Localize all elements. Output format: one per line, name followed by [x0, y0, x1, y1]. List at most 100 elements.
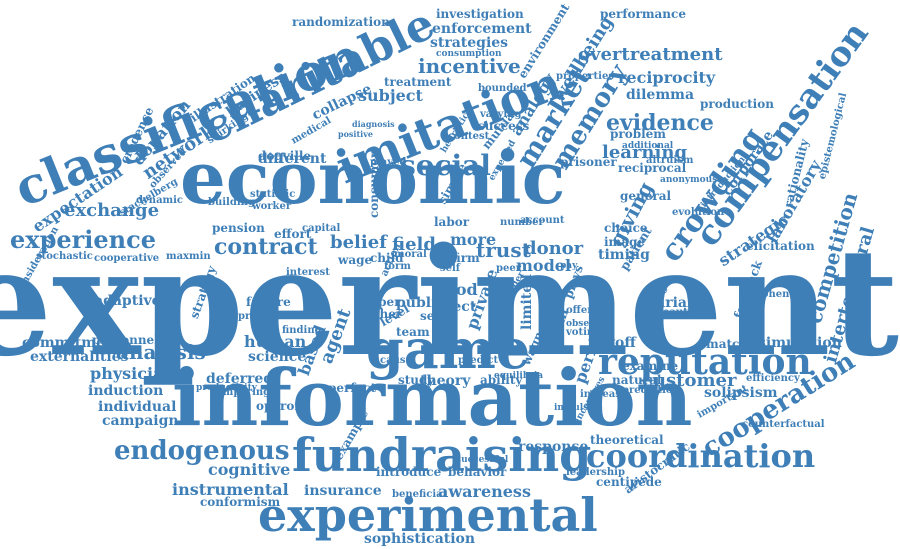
cloud-word: study: [398, 373, 435, 387]
cloud-word: efficiency: [746, 373, 800, 384]
cloud-word: peer: [496, 263, 521, 274]
cloud-word: coordination: [586, 437, 816, 475]
cloud-word: paper: [362, 295, 401, 309]
cloud-word: comparing: [210, 387, 271, 398]
cloud-word: natural: [612, 373, 662, 387]
cloud-word: moral: [394, 249, 427, 260]
cloud-word: dynamic: [136, 195, 184, 206]
cloud-word: theory: [420, 373, 471, 389]
cloud-word: choice: [604, 221, 648, 235]
cloud-word: observe: [566, 319, 605, 329]
cloud-word: statistic: [250, 189, 296, 200]
cloud-word: game: [366, 317, 531, 381]
cloud-word: firm: [452, 251, 480, 265]
cloud-word: varying: [480, 109, 522, 120]
cloud-word: enforcement: [432, 21, 532, 37]
cloud-word: timing: [598, 247, 650, 263]
cloud-word: conformism: [200, 495, 281, 509]
cloud-word: examine: [622, 359, 679, 373]
cloud-word: equilibria: [494, 371, 544, 381]
cloud-word: labor: [434, 215, 470, 229]
cloud-word: investigation: [436, 7, 524, 21]
cloud-word: problem: [610, 127, 666, 141]
cloud-word: performance: [600, 7, 686, 21]
cloud-word: experience: [10, 225, 156, 254]
cloud-word: beneficial: [392, 489, 447, 500]
cloud-word: child: [370, 251, 404, 265]
cloud-word: anonymous: [660, 175, 718, 185]
cloud-word: reputation: [598, 341, 812, 383]
cloud-word: production: [700, 97, 774, 111]
cloud-word: commitment: [22, 335, 122, 351]
cloud-word: different: [258, 151, 327, 167]
cloud-word: matched: [706, 337, 765, 351]
cloud-word: physician: [90, 364, 176, 383]
cloud-word: counterfactual: [742, 419, 825, 430]
cloud-word: voting: [566, 327, 602, 338]
cloud-word: instrumental: [172, 480, 289, 499]
cloud-word: stochastic: [36, 251, 93, 262]
cloud-word: increase: [580, 389, 628, 400]
cloud-word: payoff: [588, 335, 636, 351]
cloud-word: information: [172, 353, 693, 444]
cloud-word: success: [478, 119, 530, 133]
cloud-word: interest: [286, 267, 330, 278]
cloud-word: capital: [302, 223, 341, 234]
cloud-word: form: [384, 261, 411, 272]
cloud-word: response: [518, 439, 589, 455]
cloud-word: evolution: [672, 207, 725, 218]
cloud-word: lohengrin: [758, 289, 813, 300]
cloud-word: dogville: [258, 149, 312, 163]
cloud-word: solipsism: [704, 385, 778, 401]
cloud-word: insurance: [304, 483, 382, 499]
cloud-word: human: [244, 332, 307, 351]
cloud-word: positive: [338, 129, 373, 139]
cloud-word: individual: [98, 399, 177, 415]
cloud-word: induction: [88, 383, 164, 399]
cloud-word: simulation: [758, 335, 842, 351]
cloud-word: experimental: [258, 488, 598, 542]
cloud-word: fundraising: [292, 428, 592, 482]
cloud-word: analysis: [116, 340, 206, 364]
cloud-word: reciprocity: [618, 68, 716, 87]
cloud-word: dilemma: [626, 87, 695, 103]
cloud-word: introduce: [376, 465, 442, 479]
cloud-word: evidence: [606, 110, 714, 136]
cloud-word: seller: [420, 309, 458, 323]
cloud-word: account: [520, 215, 565, 226]
cloud-word: treatment: [384, 75, 452, 89]
cloud-word: trust: [476, 238, 531, 262]
cloud-word: consumption: [436, 49, 502, 59]
cloud-word: exchange: [64, 200, 160, 221]
cloud-word: sophistication: [364, 531, 476, 547]
cloud-word: leadership: [566, 467, 625, 478]
cloud-word: personnel: [92, 333, 159, 347]
cloud-word: good: [434, 280, 478, 299]
cloud-word: social: [400, 149, 491, 182]
cloud-word: productivity: [196, 383, 257, 393]
cloud-word: overtreatment: [578, 44, 723, 65]
cloud-word: more: [450, 230, 497, 249]
cloud-word: contest: [448, 131, 490, 142]
cloud-word: diagnosis: [352, 119, 395, 129]
cloud-word: elicitation: [746, 239, 815, 253]
cloud-word: pension: [212, 221, 265, 235]
cloud-word: effort: [274, 227, 312, 241]
cloud-word: team: [396, 325, 430, 339]
cloud-word: science: [248, 349, 307, 365]
cloud-word: building: [208, 197, 255, 208]
cloud-word: centipede: [596, 475, 662, 489]
cloud-word: effect: [432, 299, 477, 315]
cloud-word: cooperative: [94, 253, 160, 264]
cloud-word: variable: [648, 295, 711, 311]
cloud-word: causal: [380, 355, 416, 366]
cloud-word: project: [238, 311, 278, 322]
cloud-word: prediction: [622, 385, 680, 396]
cloud-word: deferred: [206, 371, 274, 387]
cloud-word: image: [604, 235, 646, 249]
cloud-word: adaptive: [94, 293, 161, 309]
cloud-word: learning: [602, 142, 688, 163]
cloud-word: other: [366, 307, 403, 321]
cloud-word: field: [392, 234, 436, 255]
